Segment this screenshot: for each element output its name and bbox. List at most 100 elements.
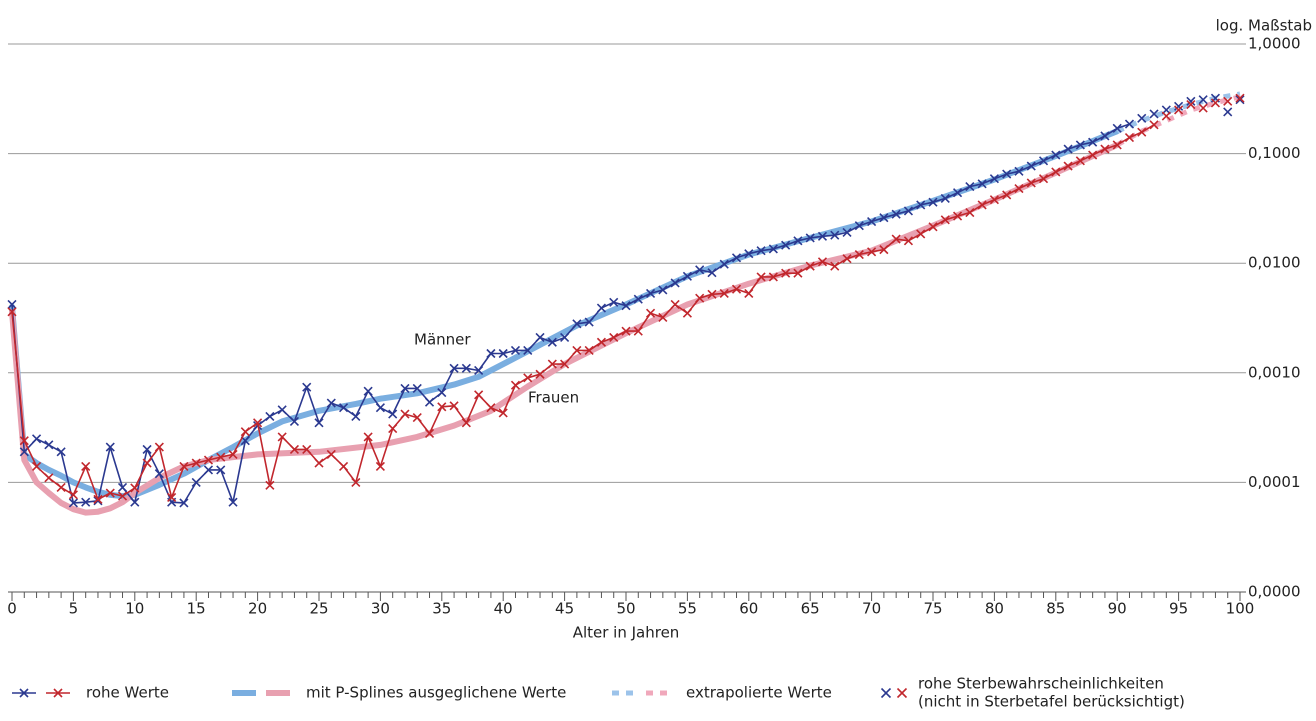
marker-stroke (93, 494, 103, 504)
data-point (1235, 93, 1245, 103)
data-point (731, 284, 742, 294)
y-tick-label: 0,0010 (1248, 363, 1301, 381)
x-tick-label: 95 (1169, 600, 1188, 618)
data-point (31, 461, 42, 471)
data-point (1088, 150, 1098, 160)
marker-stroke (105, 488, 115, 498)
data-point (1075, 156, 1085, 166)
data-point (1038, 156, 1049, 166)
data-point (609, 297, 619, 307)
y-tick-label: 0,0100 (1248, 254, 1301, 272)
data-point (842, 227, 852, 237)
data-point (1210, 98, 1221, 108)
marker-stroke (940, 215, 950, 225)
data-point (351, 411, 361, 421)
data-point (7, 299, 17, 310)
data-point (56, 482, 66, 492)
data-point (130, 483, 140, 493)
data-point (424, 397, 435, 407)
data-point (731, 253, 742, 263)
data-point (1014, 166, 1024, 176)
data-point (940, 215, 950, 225)
marker-stroke (916, 200, 926, 210)
marker-stroke (1112, 140, 1122, 150)
marker-stroke (768, 272, 778, 282)
marker-stroke (670, 299, 680, 310)
marker-stroke (1088, 150, 1098, 160)
data-point (977, 179, 987, 189)
data-point (891, 209, 901, 219)
marker-stroke (842, 227, 852, 237)
data-point (44, 473, 54, 483)
data-point (1002, 169, 1012, 179)
marker-stroke (928, 222, 938, 232)
marker-stroke (191, 477, 201, 487)
marker-stroke (510, 380, 521, 390)
marker-stroke (130, 497, 140, 507)
marker-stroke (474, 365, 484, 376)
marker-stroke (179, 498, 189, 508)
y-axis-label: log. Maßstab (1216, 17, 1312, 35)
marker-stroke (781, 268, 791, 278)
data-point (1137, 127, 1147, 137)
data-point (191, 458, 201, 468)
data-point (1124, 133, 1135, 143)
series-line (9, 141, 1121, 516)
marker-stroke (400, 383, 410, 394)
data-point (314, 418, 324, 428)
marker-stroke (338, 461, 349, 471)
data-point (363, 432, 373, 442)
marker-stroke (523, 373, 533, 383)
legend-label: (nicht in Sterbetafel berücksichtigt) (918, 693, 1185, 711)
marker-stroke (289, 444, 300, 454)
marker-stroke (437, 388, 447, 398)
data-point (412, 383, 422, 394)
marker-stroke (191, 458, 201, 468)
marker-stroke (314, 418, 324, 428)
marker-stroke (437, 402, 447, 412)
marker-stroke (916, 229, 926, 239)
marker-stroke (1063, 144, 1073, 154)
marker-stroke (19, 688, 29, 698)
marker-stroke (1149, 109, 1159, 119)
data-point (989, 195, 999, 205)
marker-stroke (793, 268, 803, 278)
marker-stroke (977, 179, 987, 189)
marker-stroke (117, 482, 128, 492)
marker-stroke (896, 687, 908, 699)
data-point (44, 440, 54, 450)
data-point (1235, 95, 1245, 105)
data-point (326, 398, 336, 408)
legend-item: rohe Werte (12, 684, 169, 702)
marker-stroke (1198, 103, 1208, 113)
data-point (1100, 144, 1110, 154)
data-point (830, 261, 840, 271)
marker-stroke (1223, 96, 1233, 106)
x-tick-label: 90 (1108, 600, 1127, 618)
marker-stroke (56, 482, 66, 492)
marker-stroke (277, 405, 287, 415)
marker-stroke (572, 345, 582, 355)
marker-stroke (412, 413, 422, 423)
marker-stroke (854, 221, 864, 231)
marker-stroke (265, 480, 275, 490)
data-point (1063, 144, 1073, 154)
data-point (645, 308, 656, 318)
data-point (510, 380, 521, 390)
data-point (191, 477, 201, 487)
data-point (375, 403, 385, 413)
marker-stroke (854, 249, 864, 260)
data-point (1026, 161, 1036, 171)
marker-stroke (277, 432, 287, 442)
x-tick-label: 10 (125, 600, 144, 618)
marker-stroke (130, 483, 140, 493)
marker-stroke (645, 288, 656, 298)
marker-stroke (1014, 166, 1024, 176)
data-point (879, 213, 889, 223)
data-point (1075, 140, 1085, 150)
marker-stroke (1112, 123, 1122, 133)
data-point (633, 326, 643, 336)
data-point (793, 268, 803, 278)
marker-stroke (903, 206, 914, 216)
data-point (1161, 111, 1171, 121)
